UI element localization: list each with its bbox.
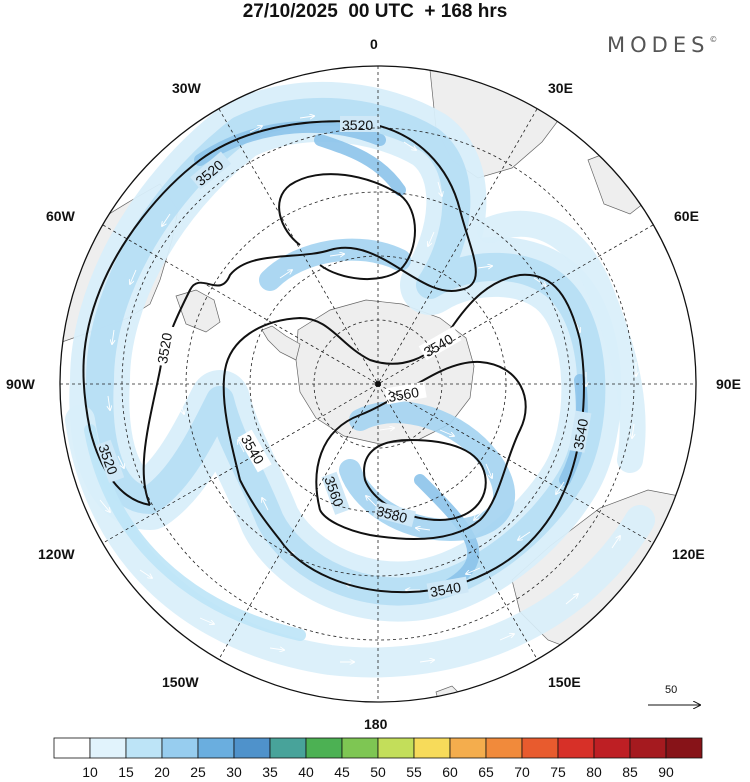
colorbar-tick-label: 90 <box>658 764 674 780</box>
contour-label: 3540 <box>429 579 463 600</box>
contour-label: 3540 <box>570 417 591 451</box>
colorbar-tick-label: 10 <box>82 764 98 780</box>
colorbar-tick-label: 25 <box>190 764 206 780</box>
colorbar-swatch <box>269 737 307 759</box>
colorbar-swatch <box>449 737 487 759</box>
lon-label-60w: 60W <box>46 208 75 224</box>
lon-label-180: 180 <box>364 716 388 732</box>
colorbar-swatch <box>233 737 271 759</box>
colorbar-swatch <box>413 737 451 759</box>
contour-3560 <box>315 360 527 541</box>
colorbar-swatch <box>557 737 595 759</box>
colorbar-tick-label: 35 <box>262 764 278 780</box>
lon-label-150e: 150E <box>548 674 581 690</box>
patagonia-tip <box>175 289 221 333</box>
lon-label-90e: 90E <box>716 376 741 392</box>
madagascar-region <box>587 149 649 215</box>
colorbar-tick-label: 30 <box>226 764 242 780</box>
vector-reference-value: 50 <box>665 684 678 696</box>
lon-label-150w: 150W <box>162 674 199 690</box>
colorbar-tick-label: 70 <box>514 764 530 780</box>
contour-label: 3560 <box>387 384 421 405</box>
new-zealand <box>435 685 467 702</box>
colorbar-swatch <box>125 737 163 759</box>
colorbar-swatch <box>377 737 415 759</box>
contour-3540-upper <box>278 173 416 281</box>
antarctic-peninsula <box>261 325 301 361</box>
east-wave-band <box>477 210 646 473</box>
contour-label: 3520 <box>342 117 373 133</box>
lon-label-30w: 30W <box>172 80 201 96</box>
colorbar-swatch <box>161 737 199 759</box>
colorbar-swatch <box>341 737 379 759</box>
map-title: 27/10/2025 00 UTC + 168 hrs <box>242 1 508 22</box>
lon-label-0: 0 <box>370 36 378 52</box>
lon-label-90w: 90W <box>6 376 35 392</box>
colorbar-tick-label: 85 <box>622 764 638 780</box>
contour-3540 <box>222 273 585 594</box>
lon-label-30e: 30E <box>548 80 573 96</box>
south-pole-marker <box>375 381 381 387</box>
jet-core-band <box>194 120 588 596</box>
colorbar-tick-label: 15 <box>118 764 134 780</box>
contour-labels: 3520 3520 3520 3520 3540 3540 3540 3540 … <box>95 116 592 600</box>
lon-label-120w: 120W <box>38 546 75 562</box>
lon-label-120e: 120E <box>672 546 705 562</box>
colorbar-swatch <box>593 737 631 759</box>
colorbar-tick-label: 40 <box>298 764 314 780</box>
outer-core-band <box>84 424 306 641</box>
colorbar-swatch <box>197 737 235 759</box>
colorbar-tick-label: 75 <box>550 764 566 780</box>
colorbar-tick-label: 65 <box>478 764 494 780</box>
colorbar-swatch <box>53 737 91 759</box>
colorbar-swatch <box>305 737 343 759</box>
colorbar-tick-label: 60 <box>442 764 458 780</box>
map-disc: 3520 3520 3520 3520 3540 3540 3540 3540 … <box>60 66 696 702</box>
colorbar-tick-label: 50 <box>370 764 386 780</box>
brand-name: MODES <box>607 33 710 57</box>
outer-ring-band <box>65 405 655 678</box>
brand-mark: © <box>709 35 718 44</box>
colorbar-swatch <box>521 737 559 759</box>
colorbar-tick-label: 20 <box>154 764 170 780</box>
colorbar-swatch <box>485 737 523 759</box>
colorbar-swatch <box>665 737 703 759</box>
contour-3520 <box>82 120 477 506</box>
colorbar-tick-label: 80 <box>586 764 602 780</box>
colorbar-swatch <box>89 737 127 759</box>
height-contours <box>82 120 585 594</box>
contour-label: 3520 <box>154 331 175 365</box>
modes-logo: MODES© <box>607 33 717 57</box>
colorbar-tick-label: 55 <box>406 764 422 780</box>
map-boundary <box>59 65 697 703</box>
colorbar: 10 15 20 25 30 35 40 45 50 55 60 65 70 75 80 85 90 <box>53 737 703 780</box>
lon-label-60e: 60E <box>674 208 699 224</box>
colorbar-swatch <box>629 737 667 759</box>
contour-label: 3580 <box>375 503 409 527</box>
colorbar-tick-label: 45 <box>334 764 350 780</box>
